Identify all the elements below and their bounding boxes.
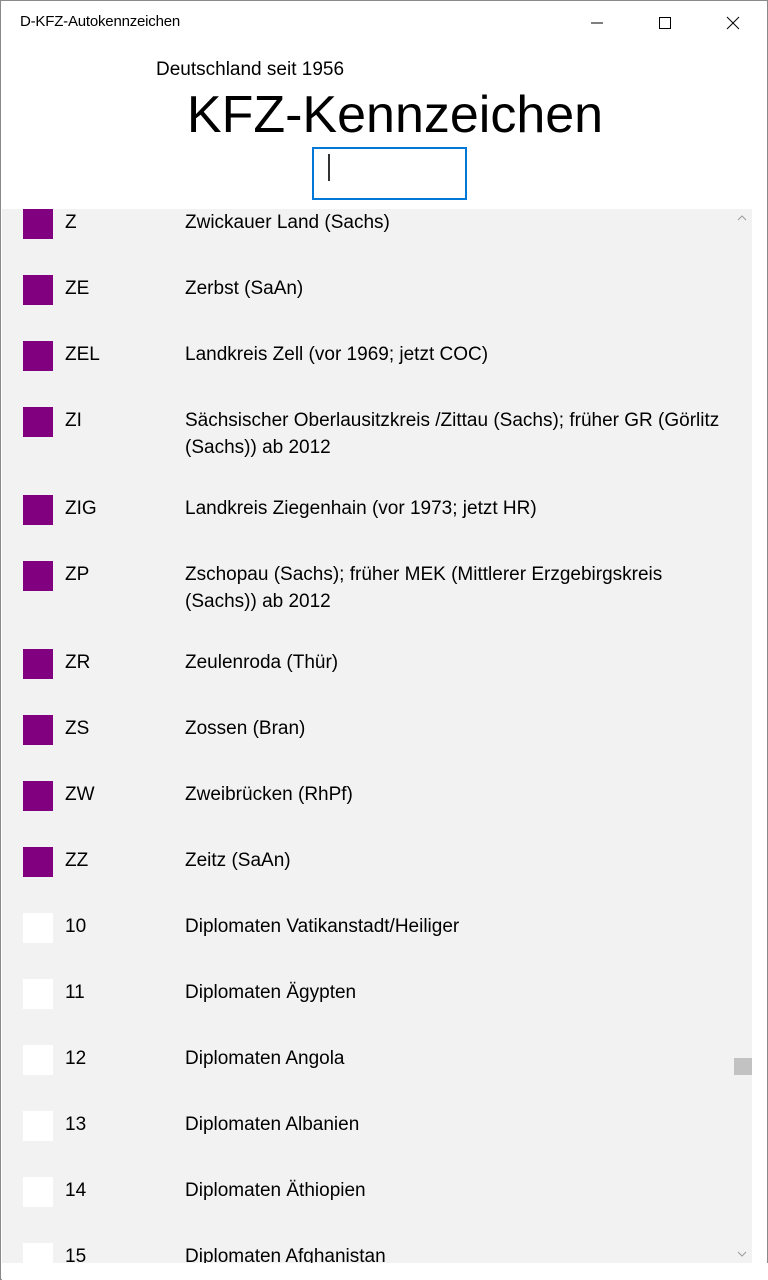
title-bar[interactable]: D-KFZ-Autokennzeichen	[1, 1, 767, 45]
plate-description: Sächsischer Oberlausitzkreis /Zittau (Sa…	[185, 410, 720, 458]
plate-code: 14	[65, 1180, 87, 1201]
color-swatch	[23, 407, 53, 437]
plate-code: 15	[65, 1246, 87, 1263]
page-title: KFZ-Kennzeichen	[186, 86, 604, 144]
color-swatch	[23, 1111, 53, 1141]
list-item[interactable]: ZR Zeulenroda (Thür)	[2, 637, 732, 703]
plate-code: Z	[65, 212, 77, 233]
color-swatch	[23, 715, 53, 745]
color-swatch	[23, 495, 53, 525]
chevron-down-icon	[737, 1251, 747, 1257]
plate-description: Diplomaten Vatikanstadt/Heiliger	[185, 916, 460, 937]
list-item[interactable]: 11 Diplomaten Ägypten	[2, 967, 732, 1033]
plate-description: Zerbst (SaAn)	[185, 278, 304, 299]
plate-description: Diplomaten Afghanistan	[185, 1246, 386, 1263]
list-item[interactable]: ZEL Landkreis Zell (vor 1969; jetzt COC)	[2, 329, 732, 395]
plate-description: Landkreis Ziegenhain (vor 1973; jetzt HR…	[185, 498, 537, 519]
subtitle: Deutschland seit 1956	[156, 59, 345, 80]
list-item[interactable]: ZP Zschopau (Sachs); früher MEK (Mittler…	[2, 549, 732, 637]
close-icon	[726, 16, 740, 30]
list-item[interactable]: Z Zwickauer Land (Sachs)	[2, 209, 732, 263]
list-item[interactable]: 10 Diplomaten Vatikanstadt/Heiliger	[2, 901, 732, 967]
plate-code: ZW	[65, 784, 95, 805]
plate-description: Zossen (Bran)	[185, 718, 306, 739]
minimize-icon	[591, 22, 603, 24]
plate-description: Diplomaten Äthiopien	[185, 1180, 366, 1201]
minimize-button[interactable]	[563, 1, 631, 45]
plate-code: ZS	[65, 718, 90, 739]
plate-code: ZR	[65, 652, 91, 673]
plate-description: Diplomaten Angola	[185, 1048, 345, 1069]
list-item[interactable]: 14 Diplomaten Äthiopien	[2, 1165, 732, 1231]
plate-code: 11	[65, 982, 85, 1003]
maximize-icon	[659, 17, 671, 29]
plate-description: Zschopau (Sachs); früher MEK (Mittlerer …	[185, 564, 663, 612]
plate-description: Zwickauer Land (Sachs)	[185, 212, 390, 233]
color-swatch	[23, 1045, 53, 1075]
plate-description: Zweibrücken (RhPf)	[185, 784, 353, 805]
window-title: D-KFZ-Autokennzeichen	[20, 13, 181, 30]
list-item[interactable]: ZZ Zeitz (SaAn)	[2, 835, 732, 901]
maximize-button[interactable]	[631, 1, 699, 45]
color-swatch	[23, 209, 53, 239]
plate-code: 10	[65, 916, 87, 937]
list-item[interactable]: 13 Diplomaten Albanien	[2, 1099, 732, 1165]
color-swatch	[23, 979, 53, 1009]
plate-description: Zeulenroda (Thür)	[185, 652, 339, 673]
vertical-scrollbar[interactable]	[732, 209, 752, 1263]
chevron-up-icon	[737, 215, 747, 221]
plate-description: Zeitz (SaAn)	[185, 850, 291, 871]
text-caret	[328, 154, 330, 181]
list-item[interactable]: ZS Zossen (Bran)	[2, 703, 732, 769]
color-swatch	[23, 913, 53, 943]
color-swatch	[23, 847, 53, 877]
plate-code: ZP	[65, 564, 90, 585]
search-input[interactable]	[312, 147, 467, 200]
plate-description: Diplomaten Ägypten	[185, 982, 357, 1003]
scroll-thumb[interactable]	[734, 1058, 752, 1075]
plate-code: 13	[65, 1114, 87, 1135]
list-item[interactable]: ZIG Landkreis Ziegenhain (vor 1973; jetz…	[2, 483, 732, 549]
color-swatch	[23, 341, 53, 371]
plate-code: ZI	[65, 410, 82, 431]
color-swatch	[23, 649, 53, 679]
color-swatch	[23, 1177, 53, 1207]
list-item[interactable]: ZI Sächsischer Oberlausitzkreis /Zittau …	[2, 395, 732, 483]
bottom-margin	[2, 1263, 768, 1280]
color-swatch	[23, 561, 53, 591]
close-button[interactable]	[699, 1, 767, 45]
list-item[interactable]: ZE Zerbst (SaAn)	[2, 263, 732, 329]
scroll-up-button[interactable]	[732, 209, 752, 227]
scroll-down-button[interactable]	[732, 1245, 752, 1263]
plate-code: ZIG	[65, 498, 97, 519]
list-item[interactable]: 12 Diplomaten Angola	[2, 1033, 732, 1099]
color-swatch	[23, 781, 53, 811]
plate-code: 12	[65, 1048, 87, 1069]
list-item[interactable]: 15 Diplomaten Afghanistan	[2, 1231, 732, 1263]
plate-code: ZE	[65, 278, 90, 299]
plate-description: Landkreis Zell (vor 1969; jetzt COC)	[185, 344, 489, 365]
color-swatch	[23, 275, 53, 305]
plate-code: ZEL	[65, 344, 100, 365]
plate-code: ZZ	[65, 850, 89, 871]
color-swatch	[23, 1243, 53, 1263]
plate-description: Diplomaten Albanien	[185, 1114, 360, 1135]
plate-list[interactable]: Z Zwickauer Land (Sachs) ZE Zerbst (SaAn…	[2, 209, 752, 1263]
list-item[interactable]: ZW Zweibrücken (RhPf)	[2, 769, 732, 835]
